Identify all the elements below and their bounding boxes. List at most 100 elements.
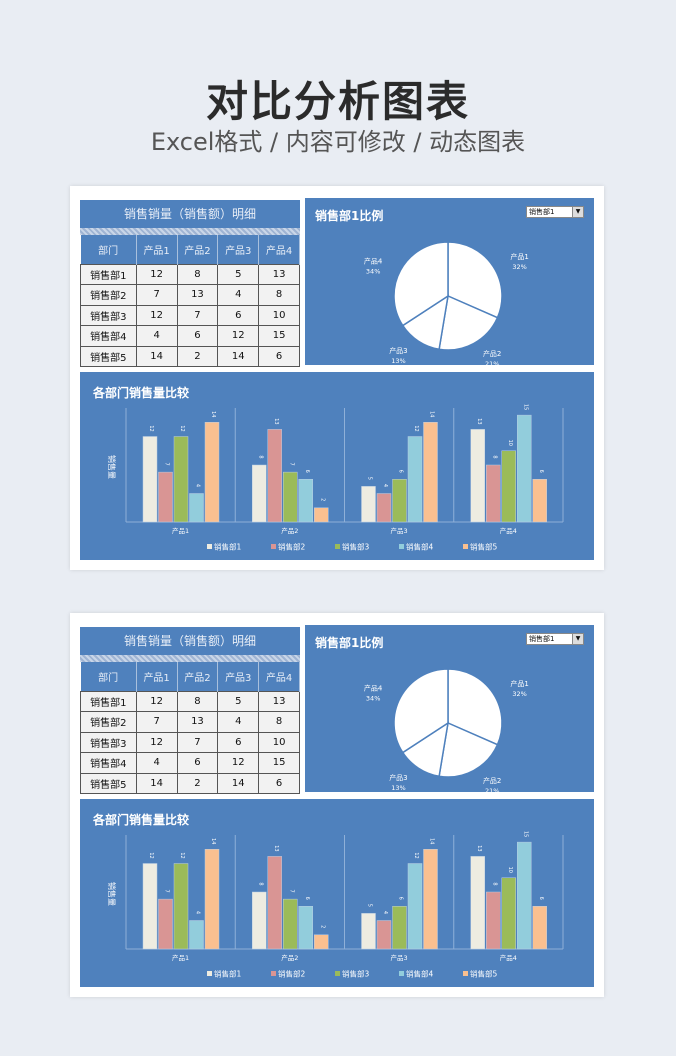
- bar: [392, 906, 407, 950]
- x-tick-label: 产品2: [281, 526, 298, 535]
- x-tick-label: 产品4: [500, 953, 517, 962]
- bar-chart-panel: 各部门销售量比较 销售量 产品1 12 7 12 4 14 产品2 8 13 7 6 2 产品3 5 4 6 12…: [80, 799, 594, 987]
- table-cell[interactable]: 6: [217, 304, 260, 326]
- table-cell[interactable]: 8: [176, 263, 219, 285]
- pie-label: 产品1: [510, 679, 528, 688]
- x-tick-label: 产品4: [500, 526, 517, 535]
- hatch-divider: [80, 228, 300, 235]
- data-label: 14: [429, 838, 435, 844]
- table-cell[interactable]: 7: [176, 731, 219, 753]
- bar-chart-panel: 各部门销售量比较 销售量 产品1 12 7 12 4 14 产品2 8 13 7 6 2 产品3 5 4 6 12…: [80, 372, 594, 560]
- pie-label: 产品2: [483, 776, 501, 785]
- column-header: 产品1: [136, 235, 178, 264]
- department-cell[interactable]: 销售部5: [80, 772, 137, 794]
- department-select[interactable]: 销售部1 ▼: [526, 206, 584, 218]
- table-cell[interactable]: 2: [176, 772, 219, 794]
- table-cell[interactable]: 12: [135, 263, 178, 285]
- legend-swatch: [207, 544, 212, 549]
- table-cell[interactable]: 13: [176, 711, 219, 733]
- table-cell[interactable]: 15: [258, 325, 300, 347]
- table-cell[interactable]: 12: [135, 690, 178, 712]
- department-cell[interactable]: 销售部4: [80, 325, 137, 347]
- data-label: 7: [164, 890, 170, 893]
- department-cell[interactable]: 销售部4: [80, 752, 137, 774]
- department-cell[interactable]: 销售部2: [80, 284, 137, 306]
- pie-chart: 产品1 32% 产品2 21% 产品3 13% 产品4 34%: [364, 668, 529, 792]
- department-cell[interactable]: 销售部3: [80, 304, 137, 326]
- table-cell[interactable]: 12: [135, 731, 178, 753]
- table-cell[interactable]: 8: [176, 690, 219, 712]
- bar: [407, 436, 423, 523]
- chevron-down-icon[interactable]: ▼: [572, 207, 583, 217]
- table-cell[interactable]: 6: [258, 772, 300, 794]
- table-cell[interactable]: 14: [135, 345, 178, 367]
- pie-slice: [438, 294, 499, 351]
- table-cell[interactable]: 2: [176, 345, 219, 367]
- table-cell[interactable]: 4: [135, 752, 178, 774]
- column-header: 产品2: [177, 235, 219, 264]
- table-cell[interactable]: 5: [217, 690, 260, 712]
- table-cell[interactable]: 6: [176, 752, 219, 774]
- data-label: 6: [398, 897, 404, 900]
- table-cell[interactable]: 7: [135, 711, 178, 733]
- pie-chart-panel: 销售部1比例 销售部1 ▼ 产品1 32% 产品2 21% 产品3 13% 产品4 34%: [305, 625, 594, 792]
- table-cell[interactable]: 12: [217, 325, 260, 347]
- table-cell[interactable]: 13: [258, 690, 300, 712]
- department-cell[interactable]: 销售部5: [80, 345, 137, 367]
- table-cell[interactable]: 12: [135, 304, 178, 326]
- bar: [142, 436, 158, 523]
- dashboard-card: 销售销量（销售额）明细 部门 产品1 产品2 产品3 产品4 销售部1 12 8 5 1…: [70, 186, 604, 570]
- legend-label: 销售部1: [214, 542, 241, 552]
- table-cell[interactable]: 6: [217, 731, 260, 753]
- department-cell[interactable]: 销售部2: [80, 711, 137, 733]
- table-cell[interactable]: 8: [258, 284, 300, 306]
- pie-percent: 32%: [512, 690, 526, 698]
- table-cell[interactable]: 4: [135, 325, 178, 347]
- bar: [532, 906, 547, 950]
- bar: [204, 849, 220, 950]
- data-label: 12: [148, 425, 154, 431]
- data-label: 6: [538, 470, 544, 473]
- table-cell[interactable]: 7: [176, 304, 219, 326]
- bar-title: 各部门销售量比较: [93, 813, 190, 827]
- chevron-down-icon[interactable]: ▼: [572, 634, 583, 644]
- table-cell[interactable]: 7: [135, 284, 178, 306]
- department-cell[interactable]: 销售部3: [80, 731, 137, 753]
- data-label: 13: [476, 845, 482, 851]
- data-label: 2: [319, 498, 325, 501]
- legend-swatch: [207, 971, 212, 976]
- data-label: 8: [257, 882, 263, 885]
- bar: [283, 471, 298, 523]
- data-label: 10: [507, 867, 513, 873]
- table-cell[interactable]: 12: [217, 752, 260, 774]
- table-cell[interactable]: 4: [217, 284, 260, 306]
- bar-title: 各部门销售量比较: [93, 386, 190, 400]
- department-select[interactable]: 销售部1 ▼: [526, 633, 584, 645]
- department-cell[interactable]: 销售部1: [80, 263, 137, 285]
- legend-label: 销售部4: [406, 969, 433, 979]
- table-cell[interactable]: 5: [217, 263, 260, 285]
- table-cell[interactable]: 10: [258, 731, 300, 753]
- table-cell[interactable]: 14: [135, 772, 178, 794]
- table-cell[interactable]: 10: [258, 304, 300, 326]
- table-cell[interactable]: 8: [258, 711, 300, 733]
- data-label: 6: [538, 897, 544, 900]
- pie-label: 产品3: [389, 773, 407, 782]
- table-cell[interactable]: 14: [217, 772, 260, 794]
- pie-percent: 21%: [485, 360, 499, 365]
- table-cell[interactable]: 14: [217, 345, 260, 367]
- table-cell[interactable]: 6: [258, 345, 300, 367]
- data-label: 7: [288, 463, 294, 466]
- bar: [267, 429, 282, 523]
- table-cell[interactable]: 13: [176, 284, 219, 306]
- table-row: 销售部4 4 6 12 15: [80, 752, 300, 774]
- table-cell[interactable]: 13: [258, 263, 300, 285]
- table-cell[interactable]: 6: [176, 325, 219, 347]
- x-tick-label: 产品3: [391, 526, 408, 535]
- table-cell[interactable]: 15: [258, 752, 300, 774]
- department-cell[interactable]: 销售部1: [80, 690, 137, 712]
- pie-label: 产品1: [510, 252, 528, 261]
- table-cell[interactable]: 4: [217, 711, 260, 733]
- column-header: 部门: [80, 662, 137, 691]
